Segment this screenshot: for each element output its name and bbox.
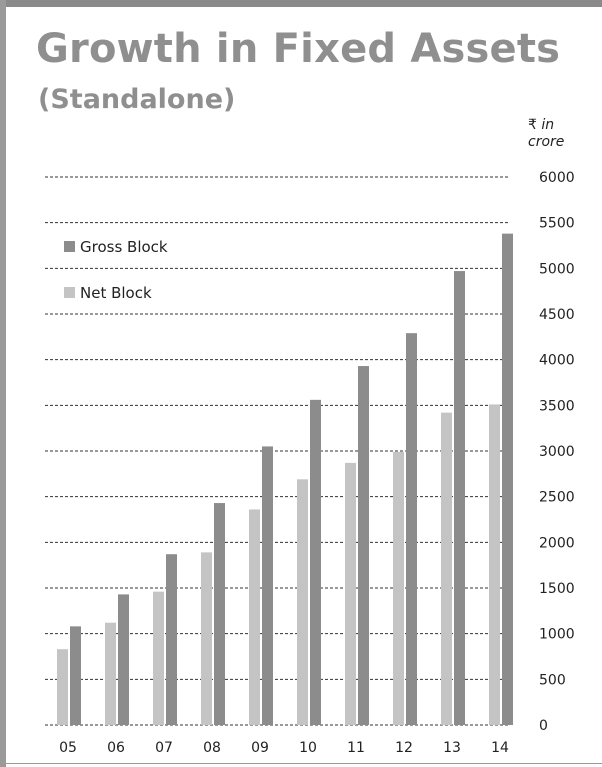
x-tick-label: 09 [251,740,269,756]
y-tick-label: 0 [539,718,548,734]
unit-crore: crore [528,134,565,150]
bar-net-block-08 [201,552,212,725]
legend-swatch-net-block [64,287,75,298]
x-tick-label: 05 [59,740,77,756]
bar-gross-block-05 [70,626,81,725]
bar-net-block-14 [489,404,500,725]
y-tick-label: 500 [539,672,566,688]
frame-left-border [0,0,6,767]
bar-gross-block-11 [358,366,369,725]
x-tick-label: 08 [203,740,221,756]
bar-net-block-12 [393,451,404,725]
x-tick-label: 14 [491,740,509,756]
bar-gross-block-07 [166,554,177,725]
bar-gross-block-08 [214,503,225,725]
y-tick-label: 3500 [539,398,575,414]
y-tick-label: 2000 [539,535,575,551]
bar-gross-block-10 [310,399,321,725]
legend-label-net-block: Net Block [80,284,152,302]
frame-top-border [0,0,602,7]
rupee-symbol: ₹ [528,117,537,133]
x-axis-ticks: 05 06 07 08 09 10 11 12 13 14 [59,740,509,756]
bar-net-block-07 [153,591,164,725]
bar-net-block-11 [345,462,356,725]
y-tick-label: 5000 [539,261,575,277]
legend: Gross Block Net Block [64,238,168,302]
y-tick-label: 1500 [539,581,575,597]
y-tick-label: 3000 [539,444,575,460]
bar-gross-block-12 [406,333,417,725]
bar-net-block-10 [297,479,308,725]
x-tick-label: 11 [347,740,365,756]
legend-label-gross-block: Gross Block [80,238,168,256]
unit-label: ₹ in crore [528,117,564,151]
frame-bottom-border [0,763,602,764]
bar-gross-block-14 [502,233,513,726]
y-tick-label: 4000 [539,353,575,369]
chart-title: Growth in Fixed Assets [36,26,561,72]
legend-swatch-gross-block [64,241,75,252]
y-tick-label: 6000 [539,170,575,186]
bar-net-block-05 [57,649,68,725]
x-tick-label: 06 [107,740,125,756]
bar-gross-block-06 [118,594,129,725]
bar-net-block-06 [105,622,116,725]
y-tick-label: 4500 [539,307,575,323]
y-tick-label: 2500 [539,490,575,506]
y-tick-label: 1000 [539,627,575,643]
x-tick-label: 10 [299,740,317,756]
chart-subtitle: (Standalone) [38,84,236,115]
bar-net-block-13 [441,412,452,725]
unit-in: in [541,117,555,133]
x-tick-label: 13 [443,740,461,756]
x-tick-label: 12 [395,740,413,756]
bar-gross-block-09 [262,446,273,725]
bar-net-block-09 [249,509,260,725]
x-tick-label: 07 [155,740,173,756]
bars [57,233,513,726]
y-tick-label: 5500 [539,216,575,232]
y-axis-ticks: 0 500 1000 1500 2000 2500 3000 3500 4000 4500 5000… [539,170,575,734]
bar-gross-block-13 [454,271,465,725]
